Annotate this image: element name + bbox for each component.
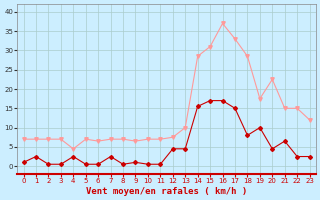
X-axis label: Vent moyen/en rafales ( km/h ): Vent moyen/en rafales ( km/h ) (86, 187, 247, 196)
